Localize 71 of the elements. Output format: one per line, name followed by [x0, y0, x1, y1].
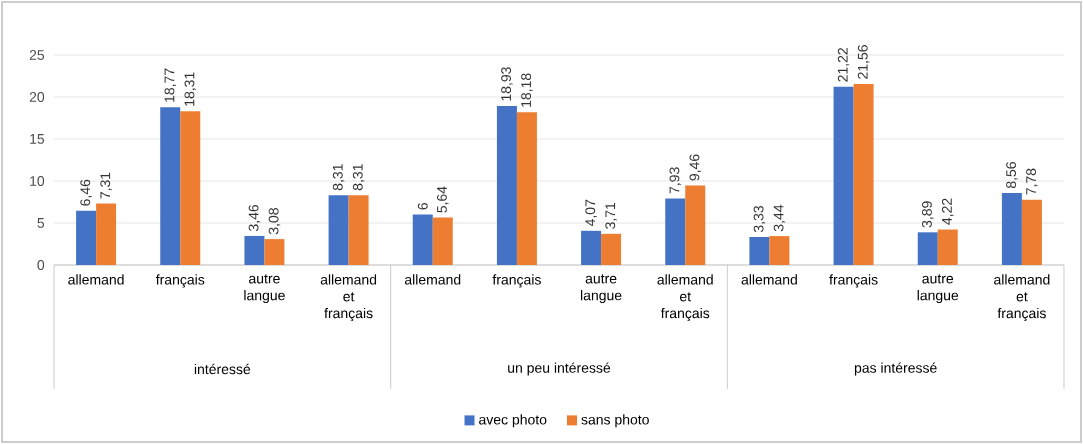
- y-tick-label: 15: [30, 134, 45, 144]
- data-label: 3,33: [753, 206, 766, 233]
- bar: [264, 239, 285, 265]
- data-label: 6: [417, 203, 428, 210]
- x-tick-label: allemand: [68, 274, 124, 285]
- data-label: 8,56: [1006, 162, 1018, 189]
- data-label: 5,64: [436, 186, 449, 213]
- data-label: 8,31: [352, 164, 365, 191]
- bar: [328, 195, 349, 265]
- bar: [76, 210, 97, 265]
- data-label: 18,93: [501, 67, 513, 101]
- data-label: 21,56: [857, 45, 870, 79]
- y-tick-label: 10: [30, 176, 45, 186]
- bar: [601, 233, 622, 265]
- data-label: 9,46: [689, 154, 702, 181]
- bar: [516, 112, 537, 265]
- x-tick-label: français: [492, 274, 541, 288]
- x-tick-label: français: [155, 274, 205, 288]
- legend-label: sans photo: [581, 414, 649, 428]
- bar: [412, 214, 433, 265]
- x-tick-label: français: [829, 274, 878, 288]
- data-label: 6,46: [80, 179, 92, 206]
- data-label: 18,18: [521, 73, 533, 107]
- bar: [917, 232, 938, 265]
- x-tick-label: allemand: [404, 274, 461, 285]
- data-label: 4,07: [585, 199, 597, 227]
- x-tick-label: autre langue: [244, 274, 285, 304]
- legend-label: avec photo: [479, 414, 547, 428]
- y-tick-label: 0: [37, 260, 45, 270]
- bar: [1021, 199, 1042, 265]
- bar: [685, 185, 706, 265]
- bar: [496, 105, 517, 265]
- data-label: 7,78: [1026, 168, 1038, 195]
- data-label: 8,31: [332, 164, 345, 191]
- text: pas intéressé: [854, 362, 937, 376]
- y-tick-label: 5: [37, 218, 45, 228]
- bar: [160, 107, 181, 265]
- data-label: 7,93: [669, 167, 682, 194]
- bar: [833, 86, 854, 265]
- x-tick-label: allemand et français: [657, 274, 713, 322]
- data-label: 7,31: [100, 172, 112, 199]
- data-label: 3,08: [268, 208, 281, 235]
- bar: [937, 229, 958, 265]
- bar: [665, 198, 686, 265]
- bar: [180, 111, 201, 265]
- bar: [348, 195, 369, 265]
- data-label: 3,89: [921, 201, 934, 228]
- data-label: 18,31: [184, 72, 197, 106]
- bar: [749, 237, 770, 265]
- x-tick-label: allemand et français: [320, 274, 377, 322]
- data-label: 4,22: [941, 198, 954, 225]
- y-tick-label: 25: [29, 50, 45, 60]
- bar: [581, 230, 602, 265]
- data-label: 3,71: [605, 202, 617, 229]
- data-label: 18,77: [164, 68, 177, 102]
- data-label: 3,44: [773, 204, 786, 232]
- x-tick-label: allemand: [741, 274, 797, 285]
- x-tick-label: allemand et français: [994, 274, 1050, 322]
- x-tick-label: autre langue: [917, 274, 959, 304]
- bar: [96, 203, 117, 265]
- text: un peu intéressé: [508, 362, 611, 376]
- y-tick-label: 20: [29, 92, 45, 102]
- data-label: 21,22: [837, 48, 850, 82]
- bar: [432, 217, 453, 265]
- bar: [853, 83, 874, 265]
- bar: [1001, 193, 1022, 265]
- bar: [244, 235, 265, 265]
- bar: [769, 236, 790, 265]
- data-label: 3,46: [248, 204, 261, 231]
- x-tick-label: autre langue: [581, 274, 622, 304]
- text: intéressé: [194, 363, 251, 375]
